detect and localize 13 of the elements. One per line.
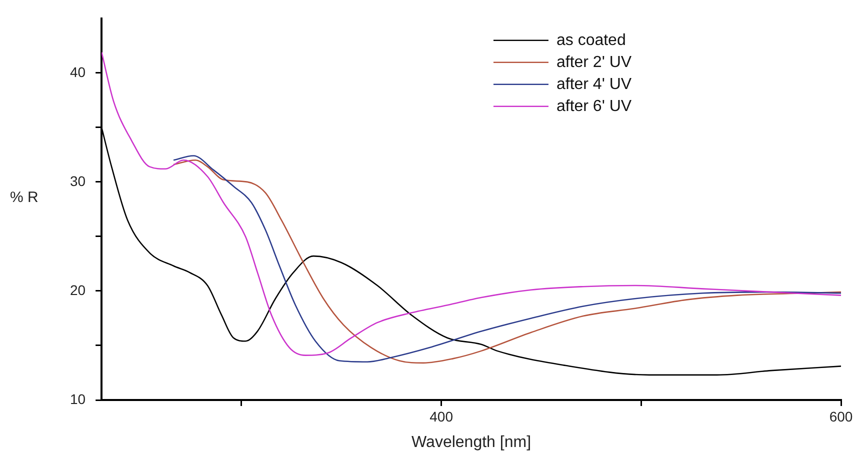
legend-label: after 2' UV xyxy=(556,54,632,71)
legend-label: after 4' UV xyxy=(556,76,632,93)
legend-label: after 6' UV xyxy=(556,98,632,115)
y-tick-label: 10 xyxy=(70,390,86,407)
legend-label: as coated xyxy=(556,32,626,49)
line-series xyxy=(102,52,841,356)
y-axis-title: % R xyxy=(10,188,39,206)
y-tick-label: 40 xyxy=(70,64,86,80)
x-axis-title: Wavelength [nm] xyxy=(412,434,532,451)
y-tick-label: 30 xyxy=(70,172,86,189)
y-tick-label: 20 xyxy=(70,282,86,298)
x-tick-label: 600 xyxy=(829,408,853,424)
x-tick-label: 400 xyxy=(430,408,454,424)
